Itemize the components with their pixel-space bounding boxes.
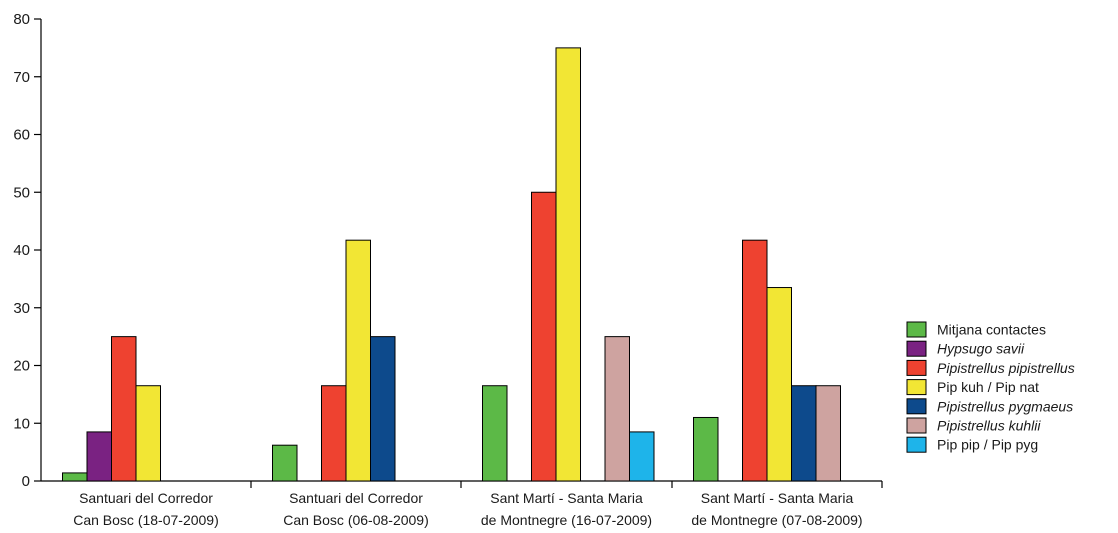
- x-category-label: de Montnegre (16-07-2009): [481, 512, 652, 528]
- axes-layer: [34, 18, 883, 488]
- legend-label: Pip kuh / Pip nat: [937, 379, 1039, 395]
- y-tick-label: 60: [13, 127, 30, 144]
- x-category-label: Santuari del Corredor: [79, 490, 213, 506]
- bar: [766, 287, 792, 482]
- legend-label: Mitjana contactes: [937, 322, 1046, 338]
- x-category-label: Sant Martí - Santa Maria: [490, 490, 643, 506]
- legend-swatch: [906, 398, 927, 415]
- bar: [370, 336, 396, 482]
- x-category-label: Can Bosc (18-07-2009): [73, 512, 219, 528]
- bar: [604, 336, 630, 482]
- bar: [135, 385, 161, 482]
- legend-swatch: [906, 340, 927, 357]
- bar: [111, 336, 137, 482]
- legend-swatch: [906, 379, 927, 396]
- y-tick-label: 30: [13, 300, 30, 317]
- bars-layer: [62, 47, 841, 482]
- y-tick-label: 70: [13, 69, 30, 86]
- legend-swatch: [906, 436, 927, 453]
- bar: [693, 416, 719, 482]
- y-tick-label: 50: [13, 184, 30, 201]
- x-category-label: Sant Martí - Santa Maria: [701, 490, 854, 506]
- bar: [629, 431, 655, 482]
- legend-swatch: [906, 417, 927, 434]
- bar: [791, 385, 817, 482]
- bar: [531, 191, 557, 482]
- bar: [815, 385, 841, 482]
- bar: [62, 472, 88, 482]
- y-tick-label: 10: [13, 415, 30, 432]
- bar: [555, 47, 581, 482]
- y-tick-label: 80: [13, 11, 30, 28]
- x-category-label: Santuari del Corredor: [289, 490, 423, 506]
- legend-label: Pipistrellus pygmaeus: [937, 398, 1073, 414]
- legend-swatch: [906, 359, 927, 376]
- legend-label: Pip pip / Pip pyg: [937, 437, 1038, 453]
- legend: Mitjana contactes Hypsugo savii Pipistrell…: [906, 321, 1075, 453]
- y-tick-label: 20: [13, 358, 30, 375]
- y-tick-label: 0: [22, 473, 30, 490]
- bar: [321, 385, 347, 482]
- labels-layer: 0 10 20 30 40 50 60 70 80 Santuari del Corredor Ca…: [13, 11, 862, 528]
- y-tick-label: 40: [13, 242, 30, 259]
- bar: [742, 239, 768, 482]
- bar: [345, 239, 371, 482]
- legend-label: Pipistrellus pipistrellus: [937, 360, 1075, 376]
- bar: [482, 385, 508, 482]
- bar: [86, 431, 112, 482]
- x-category-label: Can Bosc (06-08-2009): [283, 512, 429, 528]
- x-category-label: de Montnegre (07-08-2009): [691, 512, 862, 528]
- legend-label: Pipistrellus kuhlii: [937, 418, 1041, 434]
- legend-label: Hypsugo savii: [937, 341, 1025, 357]
- bar: [272, 444, 298, 482]
- legend-swatch: [906, 321, 927, 338]
